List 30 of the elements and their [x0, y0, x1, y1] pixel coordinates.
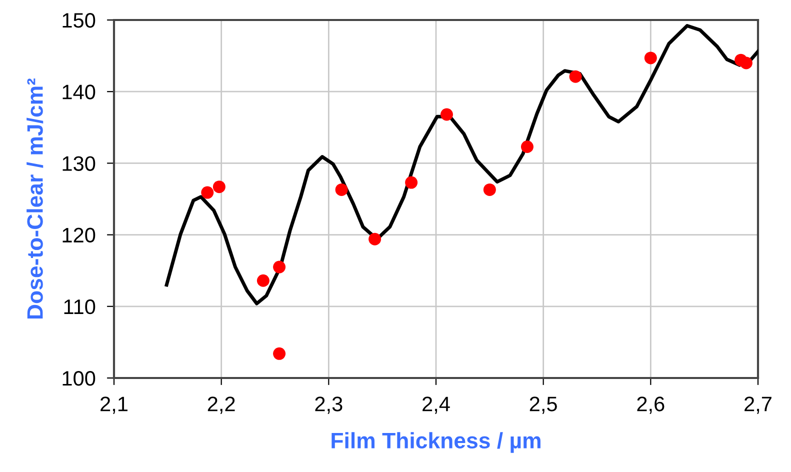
y-tick-label: 120	[62, 228, 96, 243]
x-tick-label: 2,6	[637, 396, 664, 414]
x-tick-label: 2,1	[100, 396, 128, 414]
y-tick-label: 100	[62, 371, 96, 386]
point	[212, 180, 226, 194]
x-tick-label: 2,7	[744, 396, 772, 414]
point	[440, 108, 453, 121]
x-tick-label: 2,2	[208, 396, 235, 414]
line-series	[164, 24, 758, 306]
point	[569, 70, 582, 83]
y-tick-label: 130	[62, 156, 96, 171]
point	[520, 140, 534, 153]
point	[273, 260, 286, 274]
y-tick-label: 140	[62, 84, 96, 100]
point	[740, 56, 752, 70]
point	[273, 347, 286, 360]
point	[256, 274, 270, 287]
x-tick-label: 2,5	[530, 396, 557, 414]
y-axis-title: Dose-to-Clear / mJ/cm²	[26, 78, 44, 319]
point	[201, 186, 214, 199]
point	[644, 52, 657, 64]
y-tick-label: 150	[62, 13, 96, 28]
point	[335, 183, 348, 196]
point	[405, 176, 418, 189]
x-axis-title: Film Thickness / µm	[332, 432, 540, 453]
y-tick-label: 110	[64, 299, 96, 314]
x-tick-label: 2,3	[315, 396, 342, 414]
x-tick-label: 2,4	[422, 396, 450, 414]
point	[368, 232, 382, 246]
point	[483, 183, 496, 196]
